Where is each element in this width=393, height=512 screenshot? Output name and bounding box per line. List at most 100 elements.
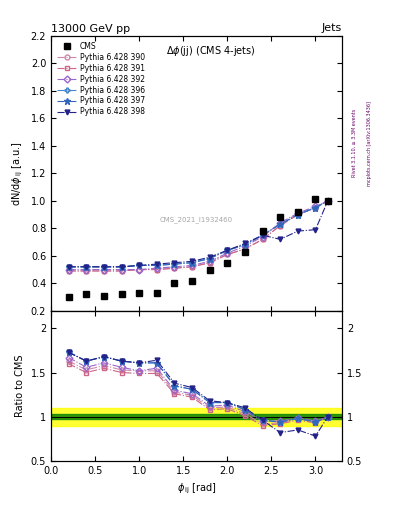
Pythia 6.428 396 [260,232,265,238]
Line: CMS: CMS [65,196,331,301]
Pythia 6.428 397 [154,262,159,268]
Pythia 6.428 392 [154,265,159,271]
Pythia 6.428 392 [242,243,247,249]
Pythia 6.428 390 [313,205,318,211]
Pythia 6.428 392 [208,258,212,264]
Legend: CMS, Pythia 6.428 390, Pythia 6.428 391, Pythia 6.428 392, Pythia 6.428 396, Pyt: CMS, Pythia 6.428 390, Pythia 6.428 391,… [55,39,147,119]
Pythia 6.428 398 [84,264,89,270]
Pythia 6.428 391 [225,251,230,258]
Pythia 6.428 391 [84,268,89,274]
Pythia 6.428 390 [208,260,212,266]
Text: $\Delta\phi$(jj) (CMS 4-jets): $\Delta\phi$(jj) (CMS 4-jets) [166,44,256,58]
Pythia 6.428 390 [84,268,89,274]
CMS [260,228,265,234]
Pythia 6.428 397 [102,264,107,270]
Pythia 6.428 398 [172,260,177,266]
Pythia 6.428 392 [66,266,71,272]
Pythia 6.428 391 [325,198,330,204]
Pythia 6.428 396 [325,198,330,204]
Text: Rivet 3.1.10, ≥ 3.3M events: Rivet 3.1.10, ≥ 3.3M events [352,109,357,178]
CMS [242,249,247,255]
Pythia 6.428 391 [102,268,107,274]
Pythia 6.428 397 [225,247,230,253]
Pythia 6.428 397 [137,262,141,268]
Pythia 6.428 390 [154,266,159,272]
Pythia 6.428 396 [313,205,318,211]
CMS [137,290,141,296]
CMS [296,209,300,215]
Pythia 6.428 392 [84,266,89,272]
Pythia 6.428 397 [208,255,212,262]
Pythia 6.428 396 [102,264,107,270]
CMS [190,278,195,284]
CMS [102,293,107,299]
Y-axis label: Ratio to CMS: Ratio to CMS [15,354,25,417]
Pythia 6.428 392 [172,264,177,270]
Pythia 6.428 396 [296,211,300,218]
Line: Pythia 6.428 397: Pythia 6.428 397 [65,197,331,270]
Pythia 6.428 391 [154,266,159,272]
Pythia 6.428 391 [172,265,177,271]
Pythia 6.428 397 [66,264,71,270]
CMS [208,266,212,272]
Pythia 6.428 391 [242,246,247,252]
Pythia 6.428 391 [137,266,141,272]
Pythia 6.428 397 [84,264,89,270]
Text: CMS_2021_I1932460: CMS_2021_I1932460 [160,217,233,223]
Pythia 6.428 396 [172,261,177,267]
Pythia 6.428 391 [190,264,195,270]
Pythia 6.428 390 [172,265,177,271]
Pythia 6.428 396 [190,260,195,266]
Pythia 6.428 391 [260,236,265,242]
Pythia 6.428 391 [119,268,124,274]
Pythia 6.428 398 [190,258,195,264]
Pythia 6.428 392 [190,262,195,268]
Pythia 6.428 398 [325,198,330,204]
Pythia 6.428 391 [278,223,283,229]
Text: Jets: Jets [321,23,342,33]
Pythia 6.428 390 [102,268,107,274]
CMS [119,291,124,297]
Pythia 6.428 390 [225,251,230,258]
Pythia 6.428 396 [208,255,212,262]
Pythia 6.428 390 [242,246,247,252]
Pythia 6.428 390 [137,266,141,272]
Line: Pythia 6.428 391: Pythia 6.428 391 [66,198,330,273]
Pythia 6.428 392 [325,198,330,204]
Pythia 6.428 397 [172,261,177,267]
CMS [313,197,318,203]
Pythia 6.428 396 [137,262,141,268]
Pythia 6.428 392 [137,266,141,272]
CMS [325,198,330,204]
CMS [278,214,283,220]
Pythia 6.428 397 [325,198,330,204]
Pythia 6.428 396 [154,262,159,268]
Pythia 6.428 396 [84,264,89,270]
Y-axis label: dN/d$\phi_{\rm\,ij}$ [a.u.]: dN/d$\phi_{\rm\,ij}$ [a.u.] [11,141,25,206]
CMS [84,291,89,297]
Pythia 6.428 392 [102,266,107,272]
CMS [154,290,159,296]
Pythia 6.428 398 [137,262,141,268]
Pythia 6.428 391 [296,211,300,218]
Pythia 6.428 391 [66,268,71,274]
Pythia 6.428 390 [260,236,265,242]
Text: mcplots.cern.ch [arXiv:1306.3436]: mcplots.cern.ch [arXiv:1306.3436] [367,101,373,186]
Line: Pythia 6.428 392: Pythia 6.428 392 [66,198,330,272]
Pythia 6.428 397 [260,232,265,238]
Pythia 6.428 391 [208,260,212,266]
Pythia 6.428 398 [102,264,107,270]
Pythia 6.428 392 [278,220,283,226]
Pythia 6.428 396 [225,247,230,253]
Pythia 6.428 398 [278,236,283,242]
Pythia 6.428 398 [225,247,230,253]
Pythia 6.428 397 [119,264,124,270]
Pythia 6.428 390 [296,211,300,218]
Text: 13000 GeV pp: 13000 GeV pp [51,24,130,34]
Pythia 6.428 398 [154,261,159,267]
Pythia 6.428 390 [325,198,330,204]
Pythia 6.428 392 [260,233,265,240]
Pythia 6.428 391 [313,205,318,211]
Pythia 6.428 398 [208,254,212,260]
CMS [172,280,177,286]
